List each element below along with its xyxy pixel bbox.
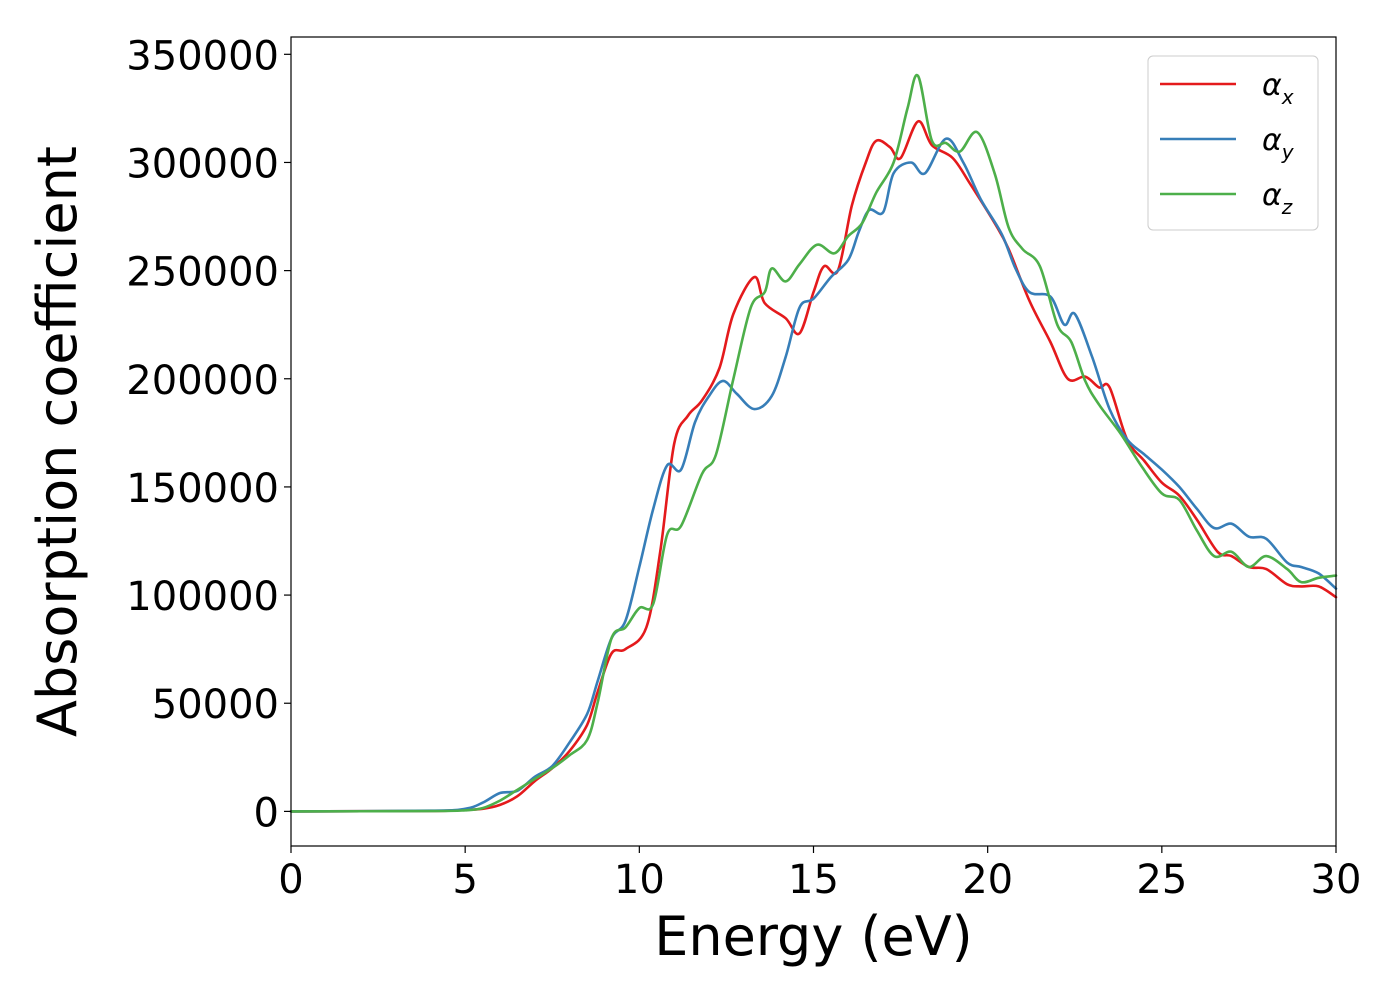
series-line-z [289,73,1338,813]
y-tick-label: 150000 [126,466,279,512]
y-tick-label: 0 [254,790,279,836]
x-tick-label: 30 [1311,857,1362,903]
x-tick-label: 20 [962,857,1013,903]
legend-box [1147,55,1319,231]
y-tick-label: 200000 [126,358,279,404]
x-tick-label: 10 [614,857,665,903]
x-axis-label: Energy (eV) [654,905,973,968]
y-axis-label: Absorption coefficient [26,146,89,737]
y-tick-label: 350000 [126,33,279,79]
y-tick-label: 300000 [126,141,279,187]
legend-label-y: αy [1262,123,1295,164]
x-tick-label: 0 [278,857,303,903]
y-tick-label: 50000 [152,682,279,728]
y-tick-label: 100000 [126,574,279,620]
legend: αx αy αz [1147,55,1319,231]
ticks-layer: 0 5 10 15 20 25 30 0 50000 100000 150000 200000 2500… [126,33,1361,903]
legend-label-z: αz [1262,178,1293,219]
x-tick-label: 15 [788,857,839,903]
series-layer [289,73,1338,813]
x-tick-label: 25 [1136,857,1187,903]
y-tick-label: 250000 [126,250,279,296]
legend-label-x: αx [1262,68,1294,109]
x-tick-label: 5 [452,857,477,903]
series-line-x [289,120,1338,813]
